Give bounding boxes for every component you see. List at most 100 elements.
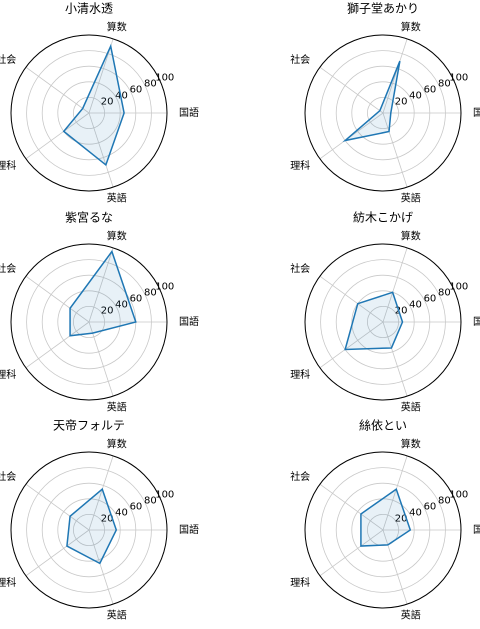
r-tick-label: 80 <box>144 288 157 299</box>
r-tick-label: 100 <box>449 73 468 84</box>
category-label: 英語 <box>401 401 421 414</box>
spoke <box>319 321 384 369</box>
outer-circle <box>10 34 168 192</box>
category-label: 国語 <box>179 523 199 536</box>
spoke <box>382 247 408 323</box>
radar-area <box>342 60 401 142</box>
category-label: 社会 <box>0 262 16 275</box>
category-label: 国語 <box>473 315 480 328</box>
r-tick-label: 80 <box>144 496 157 507</box>
radar-area <box>344 291 404 351</box>
r-tick-label: 20 <box>101 305 114 316</box>
r-tick-label: 40 <box>115 91 128 102</box>
category-label: 算数 <box>107 229 127 242</box>
spoke <box>382 112 408 188</box>
r-tick-label: 80 <box>438 288 451 299</box>
r-tick-label: 60 <box>424 502 437 513</box>
spoke <box>88 529 114 605</box>
chart-title: 獅子堂あかり <box>347 2 419 16</box>
r-tick-label: 20 <box>101 513 114 524</box>
spoke <box>25 112 90 160</box>
spoke <box>319 483 384 531</box>
outer-circle <box>304 243 462 401</box>
category-label: 社会 <box>0 53 16 66</box>
spoke <box>88 455 114 531</box>
r-tick-label: 60 <box>424 85 437 96</box>
category-label: 理科 <box>290 576 310 589</box>
r-tick-label: 20 <box>395 513 408 524</box>
r-tick-label: 40 <box>115 508 128 519</box>
category-label: 理科 <box>0 368 16 381</box>
category-label: 英語 <box>107 192 127 205</box>
spoke <box>25 66 90 114</box>
chart-title: 小清水透 <box>65 2 113 16</box>
r-tick-label: 40 <box>409 91 422 102</box>
r-tick-label: 100 <box>155 282 174 293</box>
radar-area <box>360 488 412 547</box>
category-label: 算数 <box>401 229 421 242</box>
spoke <box>382 529 408 605</box>
r-tick-label: 100 <box>449 490 468 501</box>
r-tick-label: 60 <box>130 294 143 305</box>
r-tick-label: 100 <box>155 490 174 501</box>
spoke <box>88 247 114 323</box>
r-tick-label: 60 <box>424 294 437 305</box>
category-label: 国語 <box>473 523 480 536</box>
radar-area <box>62 43 125 167</box>
chart-title: 紡木こかげ <box>353 210 413 225</box>
r-tick-label: 60 <box>130 502 143 513</box>
r-tick-label: 20 <box>395 305 408 316</box>
category-label: 理科 <box>0 159 16 172</box>
category-label: 算数 <box>107 20 127 33</box>
category-label: 英語 <box>107 609 127 622</box>
spoke <box>88 112 114 188</box>
category-label: 理科 <box>290 159 310 172</box>
category-label: 英語 <box>401 609 421 622</box>
outer-circle <box>10 451 168 609</box>
category-label: 社会 <box>290 53 310 66</box>
r-tick-label: 100 <box>155 73 174 84</box>
r-tick-label: 20 <box>395 96 408 107</box>
spoke <box>382 38 408 114</box>
r-tick-label: 80 <box>438 79 451 90</box>
category-label: 算数 <box>401 437 421 450</box>
r-tick-label: 100 <box>449 282 468 293</box>
spoke <box>319 275 384 323</box>
spoke <box>25 275 90 323</box>
category-label: 英語 <box>107 401 127 414</box>
r-tick-label: 20 <box>101 96 114 107</box>
category-label: 国語 <box>179 106 199 119</box>
outer-circle <box>10 243 168 401</box>
category-label: 算数 <box>401 20 421 33</box>
category-label: 英語 <box>401 192 421 205</box>
category-label: 国語 <box>179 315 199 328</box>
r-tick-label: 80 <box>438 496 451 507</box>
category-label: 社会 <box>0 470 16 483</box>
spoke <box>319 66 384 114</box>
category-label: 理科 <box>0 576 16 589</box>
category-label: 国語 <box>473 106 480 119</box>
r-tick-label: 80 <box>144 79 157 90</box>
spoke <box>25 321 90 369</box>
spoke <box>25 529 90 577</box>
spoke <box>25 483 90 531</box>
radar-area <box>69 249 137 337</box>
radar-area <box>66 487 118 565</box>
r-tick-label: 60 <box>130 85 143 96</box>
outer-circle <box>304 34 462 192</box>
r-tick-label: 40 <box>409 300 422 311</box>
spoke <box>382 321 408 397</box>
outer-circle <box>304 451 462 609</box>
r-tick-label: 40 <box>115 300 128 311</box>
category-label: 理科 <box>290 368 310 381</box>
r-tick-label: 40 <box>409 508 422 519</box>
chart-title: 天帝フォルテ <box>53 418 125 433</box>
category-label: 算数 <box>107 437 127 450</box>
